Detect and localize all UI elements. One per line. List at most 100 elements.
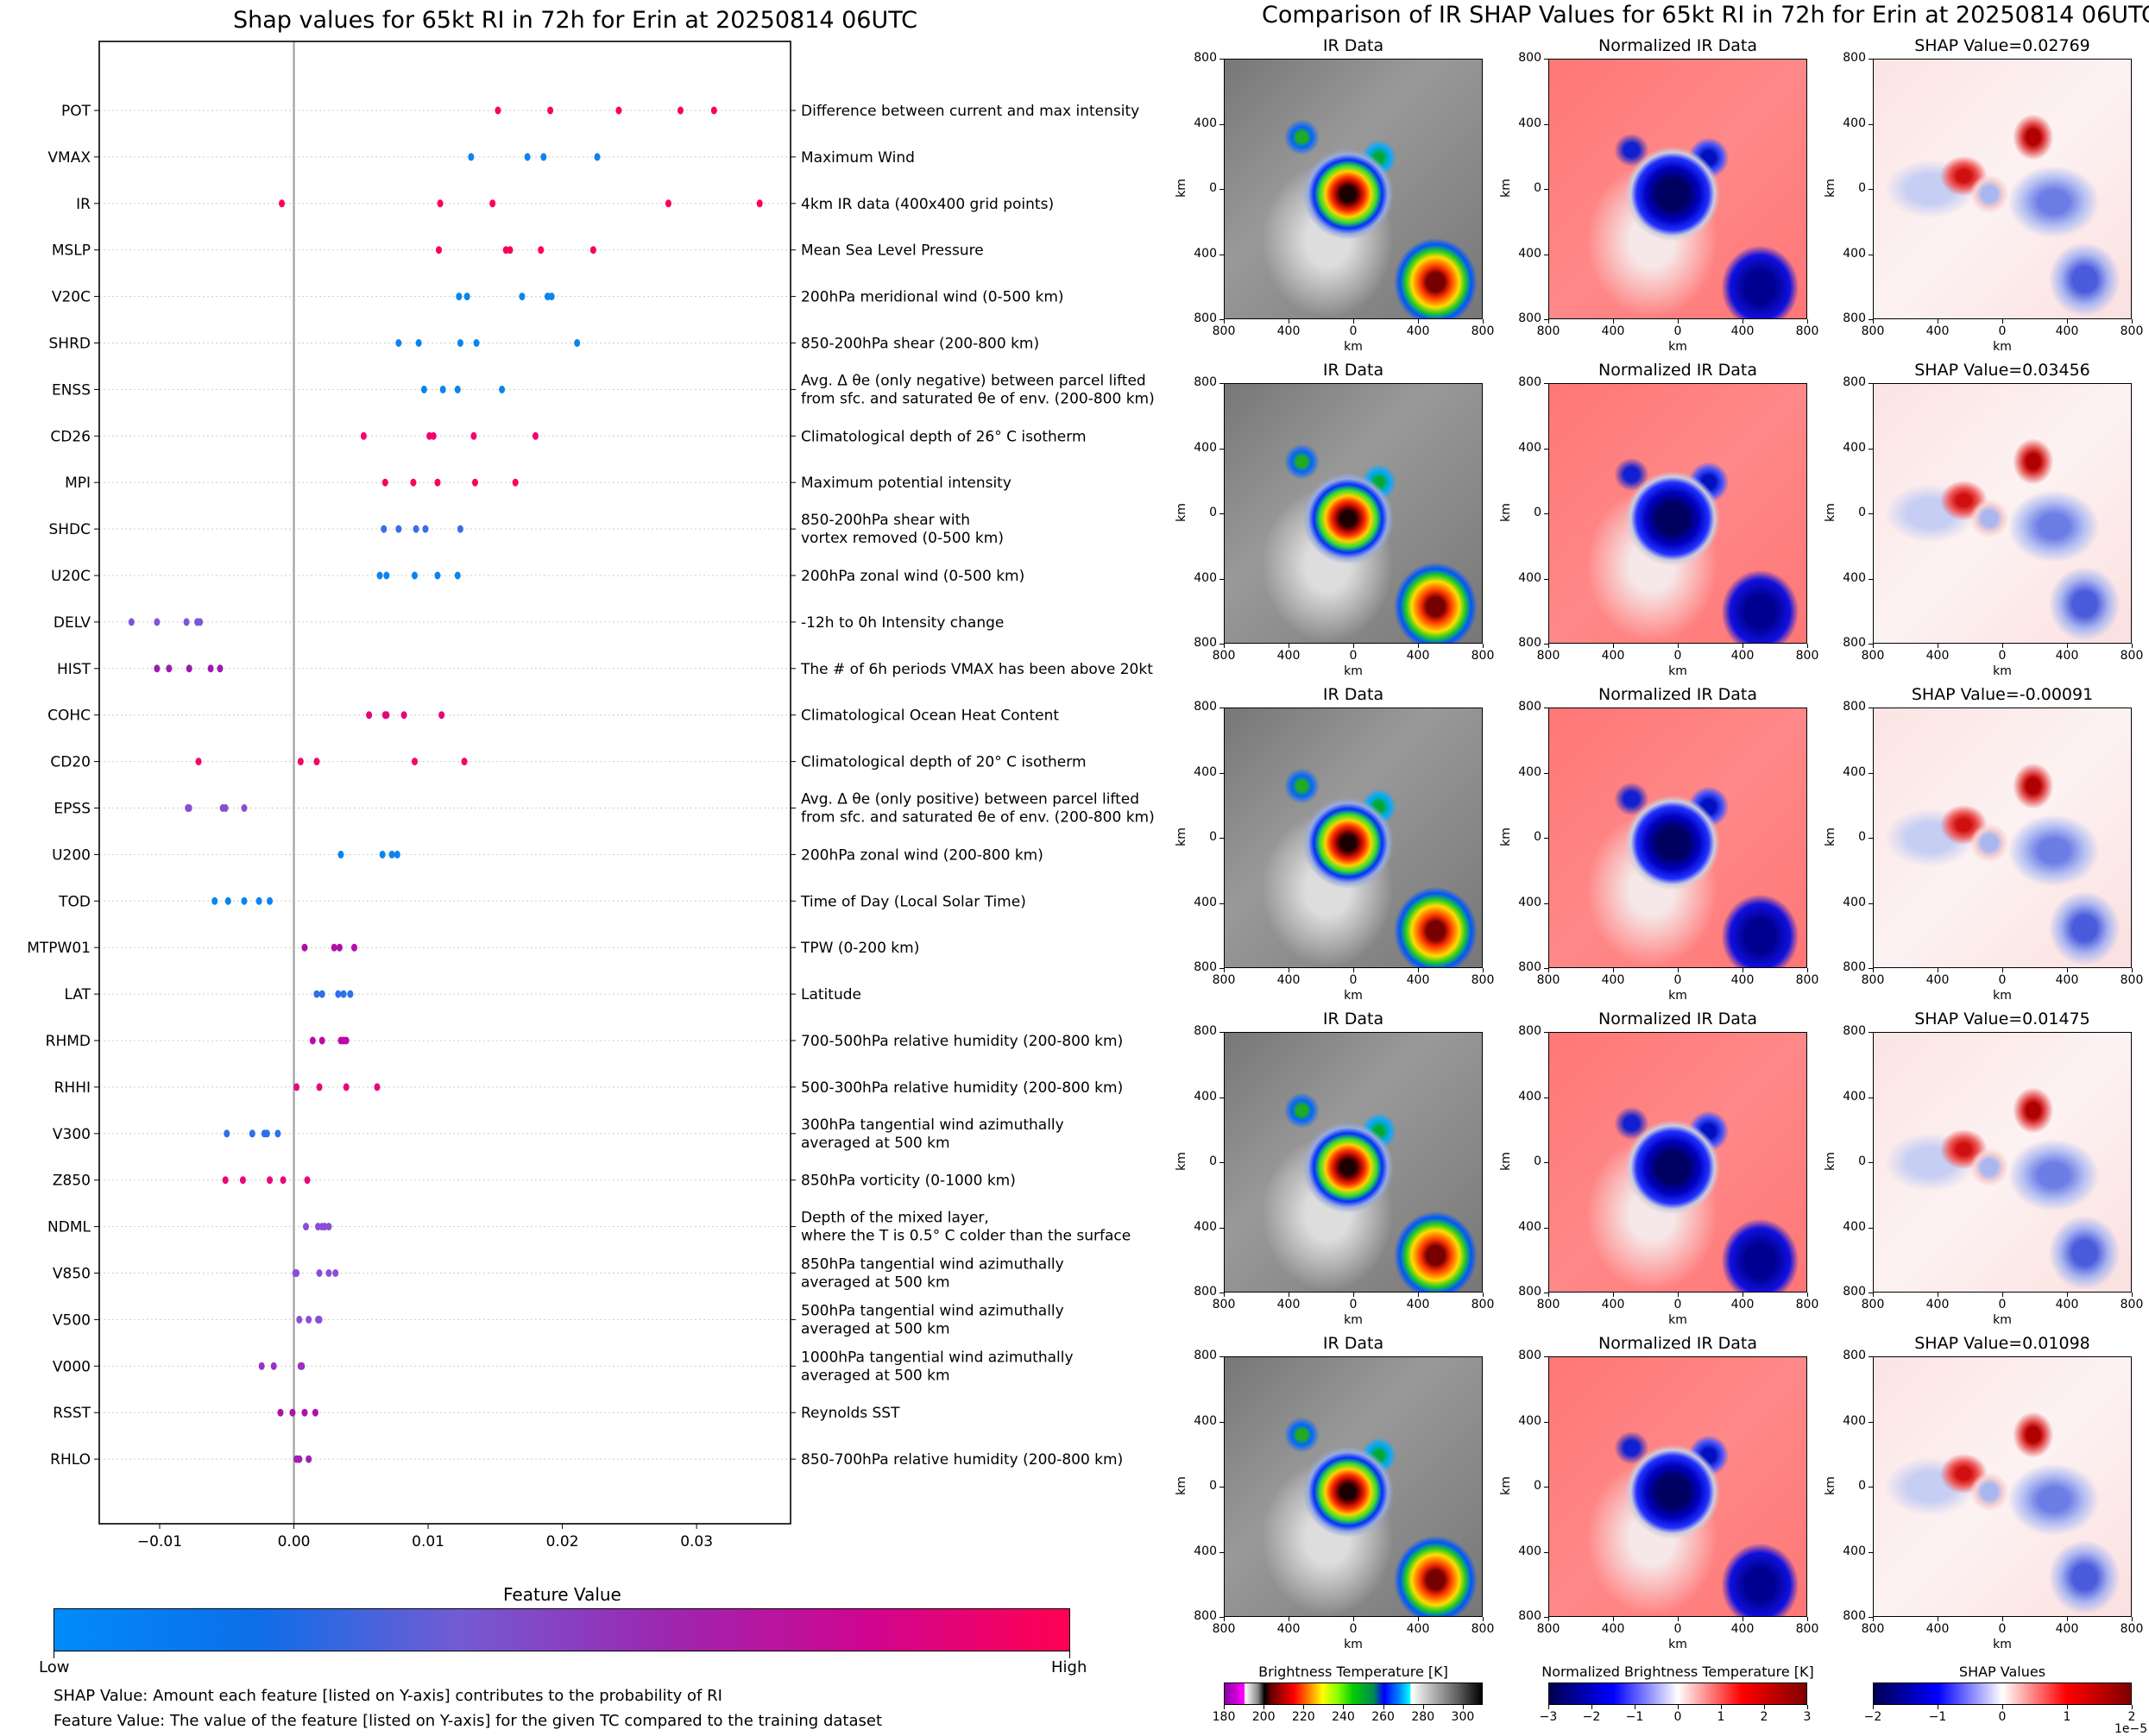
shap-point-mpi xyxy=(471,478,478,487)
y-tick-label-pot: POT xyxy=(61,103,91,120)
x-tick-label: 800 xyxy=(1212,324,1236,338)
shap-point-ir xyxy=(489,199,496,208)
x-tick xyxy=(1353,1293,1354,1297)
ir-panel-title: IR Data xyxy=(1322,1334,1384,1353)
x-tick-label: −0.01 xyxy=(137,1533,182,1550)
shap-image xyxy=(1873,383,2132,644)
y-tick xyxy=(1544,513,1548,514)
y-tick xyxy=(1219,1551,1224,1553)
shap-point-rhhi xyxy=(316,1083,323,1091)
norm-image xyxy=(1548,708,1807,968)
y-tick-label-v300: V300 xyxy=(53,1126,91,1143)
x-tick xyxy=(2002,644,2003,648)
feature-description-rhhi: 500-300hPa relative humidity (200-800 km… xyxy=(801,1079,1123,1097)
norm-panel-title: Normalized IR Data xyxy=(1598,1334,1757,1353)
x-tick-label: 400 xyxy=(1276,649,1301,663)
y-tick-label-v500: V500 xyxy=(53,1311,91,1329)
x-axis-label: km xyxy=(1668,989,1687,1003)
colorbar-tick-label: 1 xyxy=(1717,1710,1725,1724)
x-tick-label: 800 xyxy=(1536,973,1560,987)
y-tick xyxy=(1869,1356,1873,1357)
x-tick-label: 0 xyxy=(1349,1298,1358,1311)
x-tick-label: 800 xyxy=(1795,1622,1819,1636)
y-tick-label: 0 xyxy=(1534,506,1541,519)
colorbar-tick xyxy=(1548,1705,1549,1709)
x-tick-label: 400 xyxy=(1601,1298,1625,1311)
y-tick-label: 800 xyxy=(1194,1609,1217,1623)
colorbar-tick-label: 0 xyxy=(1998,1710,2007,1724)
x-tick-label: 800 xyxy=(1471,973,1495,987)
low-label: Low xyxy=(39,1658,70,1676)
colorbar-tick xyxy=(2002,1705,2003,1709)
shap-panel-title: SHAP Value=0.01098 xyxy=(1914,1334,2090,1353)
y-tick xyxy=(1544,1617,1548,1618)
x-tick-label: 0 xyxy=(1998,324,2007,338)
feature-description-rhlo: 850-700hPa relative humidity (200-800 km… xyxy=(801,1451,1123,1469)
x-tick xyxy=(1873,1617,1874,1621)
shap-point-v500 xyxy=(306,1315,312,1324)
x-tick-label: 800 xyxy=(1861,973,1885,987)
left-chart-title: Shap values for 65kt RI in 72h for Erin … xyxy=(233,7,918,34)
x-tick xyxy=(2067,1617,2068,1621)
shap-point-u20c xyxy=(383,571,390,580)
norm-image xyxy=(1548,383,1807,644)
x-tick-label: 400 xyxy=(1276,973,1301,987)
y-tick-label: 400 xyxy=(1843,440,1866,455)
shap-point-delv xyxy=(183,618,190,626)
x-tick-label: 800 xyxy=(1212,1298,1236,1311)
colorbar-tick-label: 2 xyxy=(1760,1710,1768,1724)
shap-point-cd20 xyxy=(461,758,468,766)
y-tick xyxy=(1869,772,1873,774)
y-tick-label: 800 xyxy=(1518,1024,1541,1038)
y-axis-label: km xyxy=(1498,503,1513,522)
y-tick-label: 800 xyxy=(1843,51,1866,65)
colorbar-tick-label: 2 xyxy=(2127,1710,2136,1724)
colorbar-tick-label: 300 xyxy=(1451,1710,1475,1724)
y-tick-label: 400 xyxy=(1194,246,1217,261)
norm-panel-title: Normalized IR Data xyxy=(1598,685,1757,704)
shap-point-delv xyxy=(154,618,161,626)
y-tick xyxy=(1544,838,1548,839)
footnote-shap-value: SHAP Value: Amount each feature [listed … xyxy=(54,1687,722,1705)
brightness-temperature-colorbar-title: Brightness Temperature [K] xyxy=(1258,1664,1448,1680)
y-tick-label-cohc: COHC xyxy=(47,708,91,725)
x-tick-label: 400 xyxy=(1730,649,1755,663)
y-tick-label: 800 xyxy=(1194,1285,1217,1299)
x-tick-label: 400 xyxy=(2055,1622,2079,1636)
x-tick-label: 400 xyxy=(1925,324,1950,338)
x-tick-label: 400 xyxy=(1730,1622,1755,1636)
x-tick xyxy=(1678,319,1679,324)
y-tick xyxy=(1219,383,1224,384)
x-tick xyxy=(2067,319,2068,324)
x-tick-label: 800 xyxy=(2120,649,2144,663)
x-tick-label: 400 xyxy=(1925,973,1950,987)
x-tick xyxy=(1483,319,1484,324)
y-tick-label: 0 xyxy=(1858,1479,1866,1493)
feature-description-rhmd: 700-500hPa relative humidity (200-800 km… xyxy=(801,1033,1123,1050)
y-tick-label-rhhi: RHHI xyxy=(54,1079,91,1097)
feature-description-v500: 500hPa tangential wind azimuthally xyxy=(801,1302,1064,1319)
y-tick-label-ndml: NDML xyxy=(47,1219,91,1236)
feature-value-colorbar-title: Feature Value xyxy=(503,1584,621,1605)
x-tick xyxy=(1678,1617,1679,1621)
y-tick-label: 800 xyxy=(1843,1349,1866,1362)
shap-point-mtpw01 xyxy=(331,943,337,952)
y-tick xyxy=(1219,123,1224,125)
colorbar-tick xyxy=(1678,1705,1679,1709)
x-tick-label: 400 xyxy=(1406,1298,1430,1311)
y-tick-label: 0 xyxy=(1858,830,1866,844)
y-tick-label-cd20: CD20 xyxy=(50,754,91,771)
y-tick-label: 400 xyxy=(1194,570,1217,585)
norm-image xyxy=(1548,59,1807,319)
y-tick-label: 400 xyxy=(1518,1413,1541,1428)
y-tick-label-epss: EPSS xyxy=(54,801,91,818)
x-tick xyxy=(2132,1617,2133,1621)
y-tick xyxy=(1544,189,1548,190)
ir-panel-title: IR Data xyxy=(1322,1010,1384,1028)
shap-image xyxy=(1873,1356,2132,1617)
x-tick-label: 400 xyxy=(1601,1622,1625,1636)
y-tick-label-ir: IR xyxy=(76,196,91,213)
x-tick xyxy=(2002,1617,2003,1621)
shap-point-rhlo xyxy=(306,1455,312,1463)
ir-panel-title: IR Data xyxy=(1322,685,1384,704)
